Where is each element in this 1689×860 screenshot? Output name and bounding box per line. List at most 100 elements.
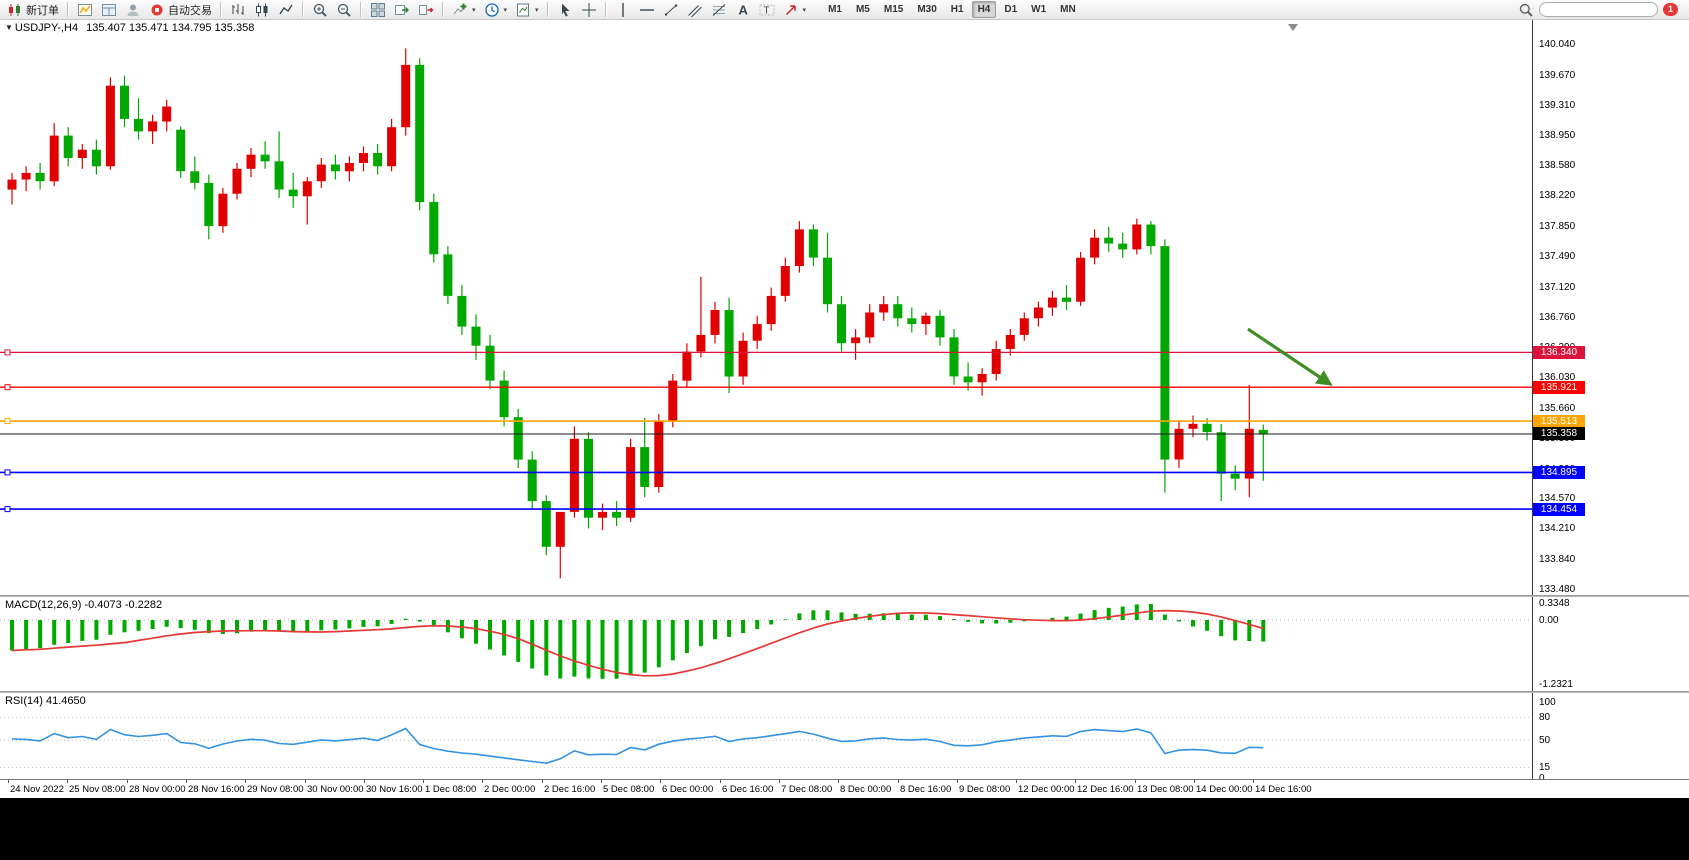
- tile-windows-button[interactable]: [366, 0, 390, 20]
- trendline-button[interactable]: [659, 0, 683, 20]
- trend-arrow[interactable]: [1247, 327, 1333, 386]
- chart-shift-marker[interactable]: [1288, 24, 1298, 31]
- rsi-header: RSI(14) 41.4650: [5, 695, 86, 707]
- notification-badge[interactable]: 1: [1663, 3, 1678, 16]
- timeframe-m30-button[interactable]: M30: [917, 4, 937, 15]
- time-axis-label: 29 Nov 08:00: [247, 784, 304, 795]
- time-axis-label: 2 Dec 16:00: [544, 784, 596, 795]
- candlestick-chart-button[interactable]: [250, 0, 274, 20]
- horizontal-line-icon: [639, 2, 655, 18]
- chart-shift-icon: [418, 2, 434, 18]
- hline-handle[interactable]: [4, 506, 11, 513]
- vertical-line-button[interactable]: [611, 0, 635, 20]
- candlestick-series: [7, 48, 1268, 579]
- macd-axis-label: -1.2321: [1539, 679, 1573, 690]
- fibonacci-button[interactable]: [707, 0, 731, 20]
- timeframe-m5-button[interactable]: M5: [855, 4, 870, 15]
- timeframe-w1-button[interactable]: W1: [1031, 4, 1047, 15]
- macd-axis-label: 0.3348: [1539, 598, 1570, 609]
- price-axis-label: 138.580: [1539, 160, 1576, 171]
- line-chart-button[interactable]: [274, 0, 298, 20]
- navigator-icon: [125, 2, 141, 18]
- price-badge-135.513: 135.513: [1533, 415, 1585, 428]
- time-axis-tick: [245, 780, 246, 783]
- navigator-button[interactable]: [121, 0, 145, 20]
- macd-panel[interactable]: MACD(12,26,9) -0.4073 -0.2282: [0, 597, 1532, 691]
- zoom-in-button[interactable]: [308, 0, 332, 20]
- timeframe-mn-button[interactable]: MN: [1060, 4, 1076, 15]
- text-button[interactable]: A: [731, 0, 755, 20]
- bar-chart-button[interactable]: [226, 0, 250, 20]
- price-axis-label: 139.310: [1539, 100, 1576, 111]
- panel-divider[interactable]: [0, 595, 1689, 597]
- hline-handle[interactable]: [4, 418, 11, 425]
- channel-button[interactable]: [683, 0, 707, 20]
- zoom-out-icon: [336, 2, 352, 18]
- hline-handle[interactable]: [4, 469, 11, 476]
- price-axis-label: 138.220: [1539, 190, 1576, 201]
- rsi-axis-label: 80: [1539, 712, 1551, 723]
- periods-button[interactable]: ▾: [480, 0, 512, 20]
- arrows-button[interactable]: ▾: [779, 0, 811, 20]
- new-order-icon: [7, 2, 23, 18]
- rsi-panel[interactable]: RSI(14) 41.4650: [0, 693, 1532, 779]
- time-axis-tick: [838, 780, 839, 783]
- data-window-button[interactable]: [97, 0, 121, 20]
- autotrading-button[interactable]: 自动交易: [145, 0, 216, 20]
- time-axis-tick: [601, 780, 602, 783]
- symbol-dropdown-icon[interactable]: ▼: [5, 23, 13, 32]
- main-chart-panel[interactable]: ▼ USDJPY-,H4 135.407 135.471 134.795 135.3…: [0, 20, 1532, 595]
- svg-text:T: T: [763, 5, 769, 16]
- hline-handle[interactable]: [4, 349, 11, 356]
- indicators-button[interactable]: ▾: [448, 0, 480, 20]
- candlestick-chart[interactable]: [0, 20, 1532, 595]
- cursor-icon: [557, 2, 573, 18]
- price-axis-label: 138.950: [1539, 130, 1576, 141]
- toolbar-separator: [442, 2, 444, 17]
- timeframe-h1-button[interactable]: H1: [950, 4, 964, 15]
- auto-scroll-button[interactable]: [390, 0, 414, 20]
- horizontal-line-button[interactable]: [635, 0, 659, 20]
- time-axis-tick: [660, 780, 661, 783]
- timeframe-m15-button[interactable]: M15: [883, 4, 904, 15]
- time-axis-tick: [423, 780, 424, 783]
- new-order-button[interactable]: 新订单: [3, 0, 63, 20]
- rsi-axis-label: 15: [1539, 762, 1551, 773]
- time-axis-label: 8 Dec 16:00: [900, 784, 952, 795]
- time-axis-label: 14 Dec 16:00: [1255, 784, 1312, 795]
- arrow-tool-icon: [783, 2, 799, 18]
- fibonacci-icon: [711, 2, 727, 18]
- timeframe-h4-button[interactable]: H4: [971, 1, 997, 18]
- zoom-out-button[interactable]: [332, 0, 356, 20]
- search-input[interactable]: [1539, 2, 1658, 17]
- price-axis[interactable]: 140.040 139.670 139.310 138.950 138.580 138.2…: [1532, 20, 1689, 784]
- templates-button[interactable]: ▾: [511, 0, 543, 20]
- price-axis-label: 137.120: [1539, 282, 1576, 293]
- text-label-button[interactable]: T: [755, 0, 779, 20]
- time-axis-tick: [482, 780, 483, 783]
- timeframe-d1-button[interactable]: D1: [1004, 4, 1018, 15]
- price-axis-label: 135.660: [1539, 403, 1576, 414]
- price-badge-135.358: 135.358: [1533, 427, 1585, 440]
- time-axis-label: 13 Dec 08:00: [1137, 784, 1194, 795]
- time-axis[interactable]: 24 Nov 2022 25 Nov 08:00 28 Nov 00:00 28 No…: [0, 779, 1689, 798]
- charts-button[interactable]: [73, 0, 97, 20]
- chart-shift-button[interactable]: [414, 0, 438, 20]
- timeframe-m1-button[interactable]: M1: [828, 4, 842, 15]
- time-axis-tick: [542, 780, 543, 783]
- time-axis-label: 1 Dec 08:00: [425, 784, 477, 795]
- hline-handle[interactable]: [4, 384, 11, 391]
- time-axis-tick: [720, 780, 721, 783]
- time-axis-tick: [305, 780, 306, 783]
- time-axis-label: 28 Nov 16:00: [188, 784, 245, 795]
- time-axis-label: 5 Dec 08:00: [603, 784, 655, 795]
- rsi-chart: [0, 716, 1532, 768]
- price-axis-label: 134.210: [1539, 523, 1576, 534]
- search-icon[interactable]: [1518, 2, 1534, 18]
- price-badge-134.454: 134.454: [1533, 503, 1585, 516]
- time-axis-tick: [779, 780, 780, 783]
- crosshair-button[interactable]: [577, 0, 601, 20]
- cursor-button[interactable]: [553, 0, 577, 20]
- panel-divider[interactable]: [0, 691, 1689, 693]
